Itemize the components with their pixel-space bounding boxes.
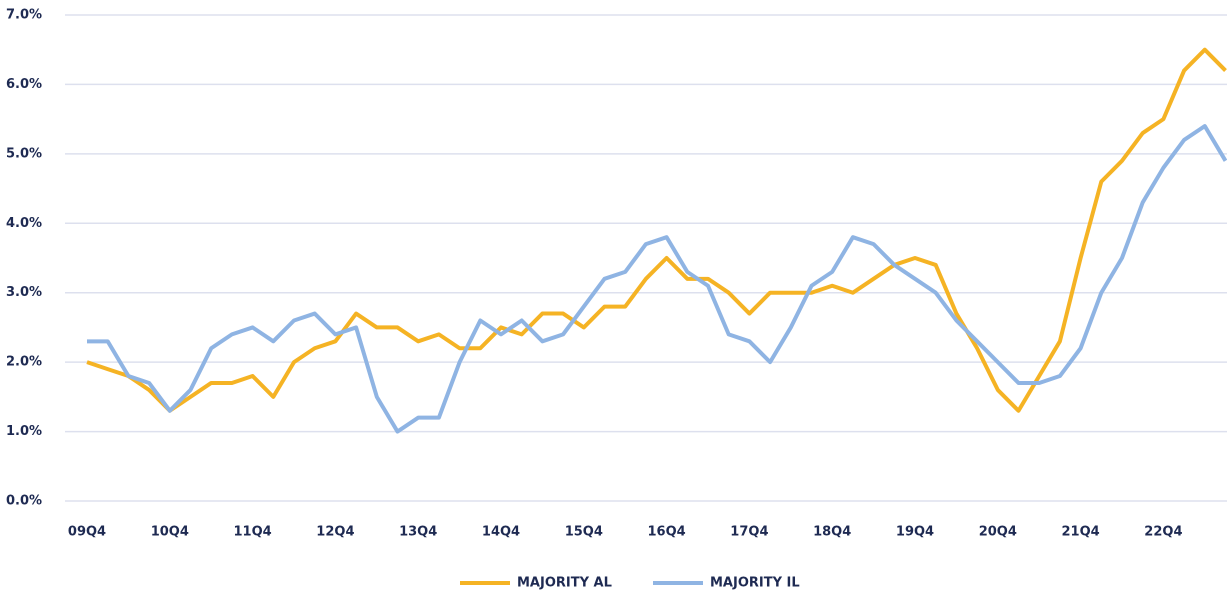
x-tick-label: 19Q4: [896, 525, 934, 540]
x-tick-label: 14Q4: [482, 525, 520, 540]
x-tick-label: 10Q4: [151, 525, 189, 540]
x-tick-label: 18Q4: [813, 525, 851, 540]
x-tick-label: 16Q4: [648, 525, 686, 540]
y-tick-label: 7.0%: [6, 8, 42, 23]
x-tick-label: 17Q4: [730, 525, 768, 540]
y-tick-label: 2.0%: [6, 355, 42, 370]
x-tick-label: 11Q4: [234, 525, 272, 540]
x-tick-label: 09Q4: [68, 525, 106, 540]
x-tick-label: 20Q4: [979, 525, 1017, 540]
legend-label: MAJORITY AL: [517, 576, 612, 591]
y-tick-label: 4.0%: [6, 216, 42, 231]
x-tick-label: 21Q4: [1062, 525, 1100, 540]
x-tick-label: 15Q4: [565, 525, 603, 540]
line: [87, 124, 1227, 434]
legend-label: MAJORITY IL: [710, 576, 800, 591]
y-tick-label: 3.0%: [6, 285, 42, 300]
x-tick-label: 22Q4: [1144, 525, 1182, 540]
y-tick-label: 6.0%: [6, 77, 42, 92]
x-tick-label: 12Q4: [316, 525, 354, 540]
x-tick-label: 13Q4: [399, 525, 437, 540]
y-tick-label: 0.0%: [6, 494, 42, 509]
line: [86, 47, 1227, 413]
y-tick-label: 5.0%: [6, 146, 42, 161]
y-tick-label: 1.0%: [6, 424, 42, 439]
